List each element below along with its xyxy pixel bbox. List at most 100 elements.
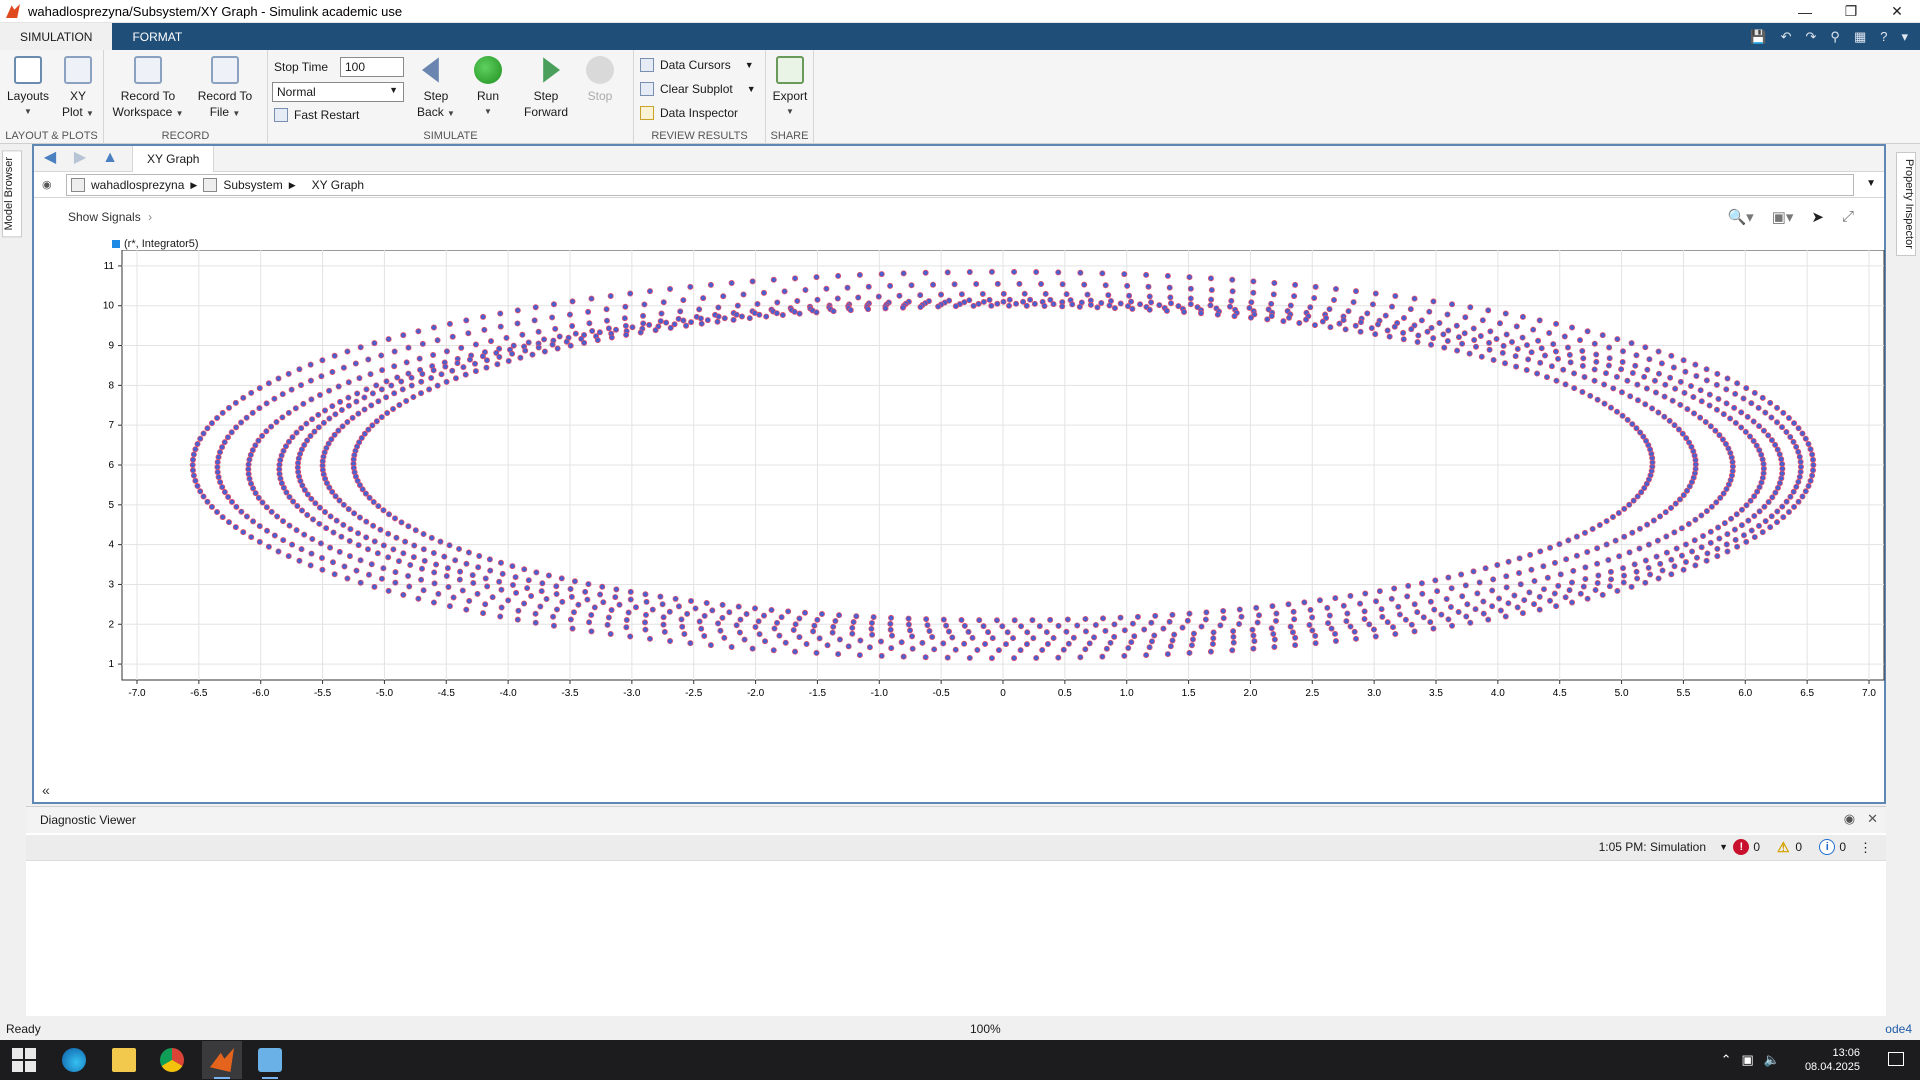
cursor-icon[interactable]: ➤ [1811,209,1824,226]
info-count-value: 0 [1839,840,1846,854]
export-button[interactable]: Export ▼ [768,52,812,120]
breadcrumb-item-xy-graph[interactable]: XY Graph [311,178,365,192]
data-point [1680,492,1687,499]
volume-icon[interactable]: 🔈 [1763,1052,1780,1067]
data-point [982,641,989,648]
data-point [1229,276,1236,283]
layout-icon[interactable]: ▦ [1853,28,1867,44]
data-point [1459,593,1466,600]
model-browser-tab[interactable]: Model Browser [2,150,22,238]
xy-plot-button[interactable]: XY Plot ▼ [56,52,100,122]
data-point [330,529,337,536]
clear-subplot-button[interactable]: Clear Subplot ▼ [640,82,756,96]
windows-start-icon[interactable] [12,1048,36,1072]
file-explorer-icon[interactable] [112,1048,136,1072]
record-to-workspace-button[interactable]: Record To Workspace ▼ [110,52,186,122]
data-point [1724,531,1731,538]
data-point [1376,588,1383,595]
breadcrumb-item-model[interactable]: wahadlosprezyna [91,178,185,192]
data-point [326,415,333,422]
chevron-up-icon[interactable]: ⌃ [1720,1052,1732,1067]
layouts-button[interactable]: Layouts ▼ [6,52,50,120]
stop-time-input[interactable]: 100 [340,57,404,77]
data-point [1628,340,1635,347]
chrome-icon[interactable] [160,1048,184,1072]
tab-format[interactable]: FORMAT [132,29,183,44]
step-back-button[interactable]: Step Back ▼ [412,52,460,122]
step-forward-button[interactable]: Step Forward [518,52,574,120]
fast-restart-button[interactable]: Fast Restart [274,108,359,122]
up-arrow-icon[interactable]: ▲ [102,149,118,166]
forward-arrow-icon[interactable]: ▶ [73,149,87,166]
restore-button[interactable]: ❐ [1844,3,1858,19]
data-point [556,333,563,340]
record-to-file-button[interactable]: Record To File ▼ [192,52,258,122]
show-signals-button[interactable]: Show Signals › [68,210,152,224]
data-point [1540,563,1547,570]
undo-icon[interactable]: ↶ [1780,28,1792,44]
breadcrumb-item-subsystem[interactable]: Subsystem [223,178,283,192]
data-point [824,642,831,649]
xy-graph-plot[interactable]: -7.0 -6.5 -6.0 -5.5 -5.0 -4.5 -4.0 -3.5 -3.0 -2.5… [74,250,1914,700]
data-point [358,435,365,442]
data-point [292,405,299,412]
edge-browser-icon[interactable] [62,1048,86,1072]
close-icon[interactable]: ✕ [1867,811,1878,826]
data-point [1503,584,1510,591]
tab-simulation[interactable]: SIMULATION [0,23,113,50]
data-point [1207,648,1214,655]
more-options-icon[interactable]: ⋮ [1859,840,1872,855]
data-point [1362,590,1369,597]
network-icon[interactable]: ▣ [1741,1052,1754,1067]
clear-subplot-label: Clear Subplot [660,82,733,96]
expand-icon[interactable]: ▾ [1901,28,1908,44]
data-point [773,310,780,317]
data-point [243,513,250,520]
simulink-icon[interactable] [258,1048,282,1072]
fit-to-view-icon[interactable]: ▣▾ [1771,209,1794,226]
model-icon [71,178,85,192]
back-arrow-icon[interactable]: ◀ [43,149,57,166]
error-count[interactable]: ! 0 [1733,839,1760,855]
x-tick-label: 1.5 [1182,688,1196,699]
data-point [1017,647,1024,654]
clock[interactable]: 13:06 08.04.2025 [1805,1046,1860,1074]
data-inspector-button[interactable]: Data Inspector [640,106,738,120]
chevron-down-icon[interactable]: ▼ [1719,842,1728,852]
diagnostic-run-select[interactable]: 1:05 PM: Simulation [1598,840,1706,854]
minimize-button[interactable]: — [1798,3,1812,20]
data-point [446,320,453,327]
save-icon[interactable]: 💾 [1750,28,1767,44]
data-point [474,590,481,597]
data-point [622,322,629,329]
data-point [999,623,1006,630]
warning-count[interactable]: ⚠ 0 [1775,839,1802,855]
close-button[interactable]: ✕ [1891,3,1903,19]
solver-link[interactable]: ode4 [1885,1022,1912,1036]
stop-button[interactable]: Stop [580,52,620,104]
run-button[interactable]: Run ▼ [468,52,508,120]
data-point [263,400,270,407]
data-point [347,526,354,533]
collapse-panel-icon[interactable]: « [42,782,50,798]
data-point [304,511,311,518]
redo-icon[interactable]: ↷ [1805,28,1817,44]
notification-icon[interactable] [1888,1052,1904,1066]
data-point [1768,414,1775,421]
simulation-mode-select[interactable]: Normal ▼ [272,82,404,102]
zoom-icon[interactable]: 🔍▾ [1727,209,1754,226]
data-point [419,340,426,347]
data-cursors-button[interactable]: Data Cursors ▼ [640,58,754,72]
hide-show-explorer-icon[interactable]: ◉ [42,179,52,191]
pin-icon[interactable]: ◉ [1843,811,1856,826]
data-point [1131,633,1138,640]
data-point [521,600,528,607]
info-count[interactable]: i 0 [1819,839,1846,855]
search-icon[interactable]: ⚲ [1830,28,1840,44]
data-point [1748,527,1755,534]
fullscreen-icon[interactable]: ⤢ [1841,208,1854,225]
help-icon[interactable]: ? [1880,29,1888,44]
tab-xy-graph[interactable]: XY Graph [132,146,215,172]
breadcrumb-dropdown-icon[interactable]: ▼ [1866,178,1876,189]
property-inspector-tab[interactable]: Property Inspector [1896,152,1916,256]
